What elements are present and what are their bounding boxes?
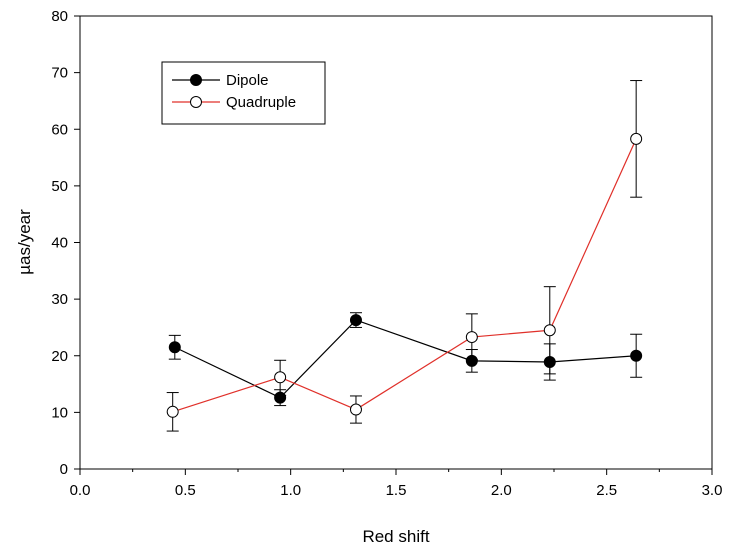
data-point (349, 314, 362, 327)
series-line (174, 319, 637, 399)
x-tick-label: 0.0 (70, 482, 91, 499)
x-axis-label: Red shift (362, 527, 429, 546)
series-quadruple (166, 80, 643, 432)
y-axis: 0 10 20 30 40 50 60 70 80 (51, 8, 80, 478)
series-layer (166, 80, 643, 432)
series-line (172, 138, 637, 413)
y-tick-label: 20 (51, 348, 68, 365)
data-point (166, 405, 179, 418)
y-tick-label: 0 (60, 461, 68, 478)
x-tick-label: 1.5 (386, 482, 407, 499)
x-axis: 0.0 0.5 1.0 1.5 2.0 2.5 3.0 (70, 469, 723, 499)
y-tick-label: 10 (51, 404, 68, 421)
legend-marker (190, 74, 202, 86)
x-tick-label: 1.0 (280, 482, 301, 499)
x-tick-label: 3.0 (702, 482, 723, 499)
legend-box (161, 61, 326, 125)
data-point (543, 324, 556, 337)
y-tick-label: 80 (51, 8, 68, 25)
y-tick-label: 30 (51, 291, 68, 308)
y-tick-label: 40 (51, 235, 68, 252)
legend-label: Quadruple (226, 94, 296, 111)
legend: Dipole Quadruple (161, 61, 326, 125)
x-tick-label: 2.0 (491, 482, 512, 499)
legend-label: Dipole (226, 72, 269, 89)
y-axis-label: µas/year (15, 209, 34, 275)
series-dipole (168, 312, 643, 407)
data-point (630, 132, 643, 145)
data-point (630, 349, 643, 362)
legend-marker (190, 96, 202, 108)
y-tick-label: 70 (51, 65, 68, 82)
data-point (168, 341, 181, 354)
data-point (465, 331, 478, 344)
x-tick-label: 2.5 (596, 482, 617, 499)
y-tick-label: 50 (51, 178, 68, 195)
data-point (349, 403, 362, 416)
y-tick-label: 60 (51, 121, 68, 138)
data-point (274, 371, 287, 384)
x-tick-label: 0.5 (175, 482, 196, 499)
